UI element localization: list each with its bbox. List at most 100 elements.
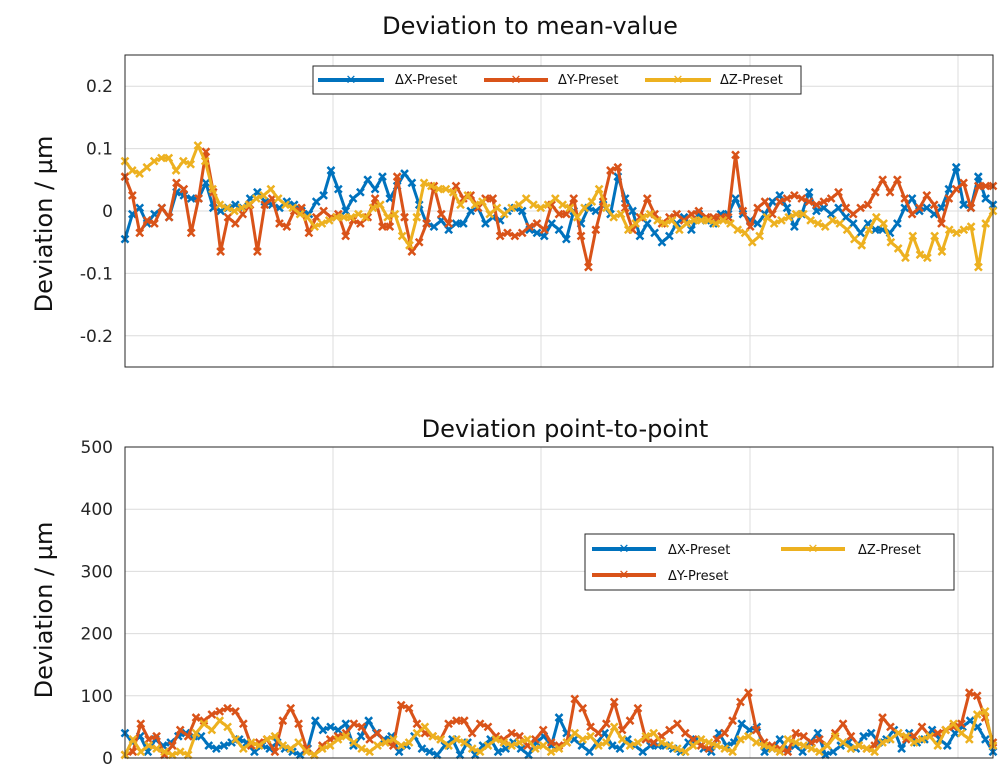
data-point bbox=[175, 725, 185, 735]
data-point bbox=[357, 744, 367, 754]
data-point bbox=[529, 200, 538, 210]
data-point bbox=[183, 750, 193, 760]
data-point bbox=[167, 741, 177, 750]
data-point bbox=[297, 203, 306, 213]
data-point bbox=[767, 197, 777, 207]
data-point bbox=[674, 225, 684, 235]
series-3 bbox=[120, 706, 998, 760]
data-point bbox=[524, 750, 533, 760]
data-point bbox=[586, 722, 595, 732]
chart-title: Deviation to mean-value bbox=[382, 12, 678, 40]
data-point bbox=[216, 247, 226, 256]
data-point bbox=[625, 716, 635, 726]
data-point bbox=[981, 181, 991, 191]
data-point bbox=[760, 197, 770, 207]
data-point bbox=[514, 200, 524, 210]
data-point bbox=[907, 194, 917, 203]
data-point bbox=[672, 719, 682, 729]
data-point bbox=[731, 194, 740, 203]
data-point bbox=[878, 738, 887, 747]
legend-marker-y: ✕ bbox=[619, 568, 630, 583]
data-point bbox=[412, 728, 422, 738]
data-point bbox=[942, 741, 952, 750]
data-point bbox=[238, 744, 248, 754]
data-point bbox=[712, 741, 722, 750]
data-point bbox=[538, 741, 548, 750]
data-point bbox=[580, 203, 589, 213]
data-point bbox=[694, 206, 704, 216]
data-point bbox=[617, 725, 627, 735]
data-point bbox=[951, 162, 961, 172]
data-point bbox=[870, 187, 880, 197]
data-point bbox=[892, 175, 902, 185]
data-point bbox=[775, 734, 785, 744]
data-point bbox=[951, 184, 961, 194]
data-point bbox=[974, 262, 983, 272]
data-point bbox=[365, 747, 375, 757]
data-point bbox=[848, 209, 858, 219]
data-point bbox=[799, 741, 809, 750]
y-tick-label: 400 bbox=[81, 500, 113, 520]
data-point bbox=[857, 240, 867, 250]
data-point bbox=[828, 215, 837, 225]
data-point bbox=[908, 231, 918, 241]
data-point bbox=[680, 747, 690, 757]
data-point bbox=[565, 203, 575, 213]
data-point bbox=[426, 181, 436, 191]
data-point bbox=[160, 747, 169, 757]
data-point bbox=[838, 738, 848, 747]
data-point bbox=[704, 215, 713, 225]
data-point bbox=[660, 219, 670, 228]
data-point bbox=[731, 150, 740, 160]
data-point bbox=[390, 209, 400, 219]
y-axis-label: Deviation / µm bbox=[30, 522, 58, 699]
data-point bbox=[216, 206, 226, 216]
series-3 bbox=[120, 141, 998, 272]
data-point bbox=[295, 750, 305, 760]
data-point bbox=[370, 184, 380, 194]
y-tick-label: 0.2 bbox=[86, 77, 113, 97]
data-point bbox=[368, 203, 378, 213]
data-point bbox=[167, 750, 177, 760]
legend-label-z: ΔZ-Preset bbox=[720, 73, 783, 88]
data-point bbox=[521, 194, 531, 203]
data-point bbox=[470, 200, 480, 210]
data-point bbox=[341, 206, 351, 216]
data-point bbox=[607, 741, 617, 750]
data-point bbox=[246, 738, 256, 747]
data-point bbox=[200, 156, 210, 166]
data-point bbox=[848, 219, 858, 228]
y-tick-label: 100 bbox=[81, 687, 113, 707]
data-point bbox=[791, 738, 801, 747]
data-point bbox=[515, 738, 524, 747]
data-point bbox=[813, 728, 823, 738]
data-point bbox=[400, 169, 409, 178]
data-point bbox=[972, 691, 982, 701]
data-point bbox=[164, 153, 174, 163]
legend-marker-x: ✕ bbox=[619, 542, 630, 557]
data-point bbox=[737, 719, 747, 729]
data-point bbox=[826, 194, 836, 203]
data-point bbox=[933, 741, 943, 750]
data-point bbox=[815, 747, 824, 757]
data-point bbox=[633, 738, 643, 747]
data-point bbox=[767, 744, 777, 754]
data-point bbox=[863, 200, 873, 210]
data-point bbox=[302, 212, 312, 222]
data-point bbox=[485, 209, 495, 219]
data-point bbox=[354, 209, 363, 219]
data-point bbox=[191, 728, 201, 738]
data-point bbox=[959, 225, 969, 235]
data-point bbox=[311, 212, 321, 222]
data-point bbox=[448, 187, 458, 197]
data-point bbox=[222, 203, 232, 213]
data-point bbox=[319, 206, 328, 216]
data-point bbox=[207, 710, 217, 719]
data-point bbox=[834, 203, 843, 213]
data-point bbox=[503, 228, 512, 238]
data-point bbox=[915, 250, 925, 260]
data-point bbox=[523, 734, 532, 744]
data-point bbox=[885, 187, 895, 197]
data-point bbox=[365, 734, 375, 744]
